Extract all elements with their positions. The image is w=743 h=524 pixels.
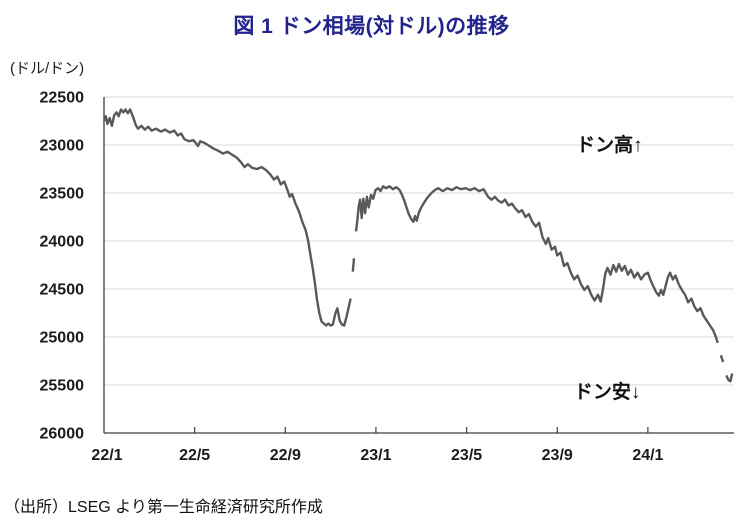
chart-title: 図 1 ドン相場(対ドル)の推移	[233, 15, 510, 38]
y-axis-tick-label: 24000	[40, 234, 85, 251]
y-axis-tick-label: 25500	[40, 378, 85, 395]
x-axis-tick-label: 24/1	[632, 447, 663, 464]
y-axis-tick-label: 22500	[40, 90, 85, 107]
y-axis-tick-label: 26000	[40, 426, 85, 443]
x-axis-tick-label: 23/9	[542, 447, 573, 464]
x-axis-tick-label: 23/1	[360, 447, 391, 464]
x-axis-tick-label: 22/9	[270, 447, 301, 464]
x-axis-tick-label: 22/5	[179, 447, 210, 464]
x-axis-tick-label: 23/5	[451, 447, 482, 464]
annotation-dong-high: ドン高↑	[576, 133, 643, 156]
y-axis-unit-label: (ドル/ドン)	[10, 60, 85, 77]
y-axis-tick-label: 25000	[40, 330, 85, 347]
annotation-dong-low: ドン安↓	[574, 380, 641, 403]
x-axis-tick-label: 22/1	[91, 447, 122, 464]
source-note: （出所）LSEG より第一生命経済研究所作成	[4, 499, 323, 516]
y-axis-tick-label: 23000	[40, 138, 85, 155]
y-axis-tick-label: 23500	[40, 186, 85, 203]
price-line	[102, 108, 734, 383]
y-axis-tick-label: 24500	[40, 282, 85, 299]
